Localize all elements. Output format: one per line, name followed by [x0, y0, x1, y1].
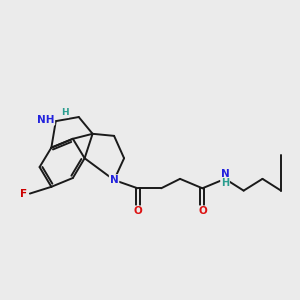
Text: F: F [20, 189, 28, 199]
Text: H: H [221, 178, 229, 188]
Text: O: O [198, 206, 207, 216]
Text: N: N [221, 169, 230, 179]
Text: O: O [133, 206, 142, 216]
Text: N: N [110, 175, 118, 185]
Text: NH: NH [37, 115, 54, 125]
Text: H: H [61, 108, 68, 117]
